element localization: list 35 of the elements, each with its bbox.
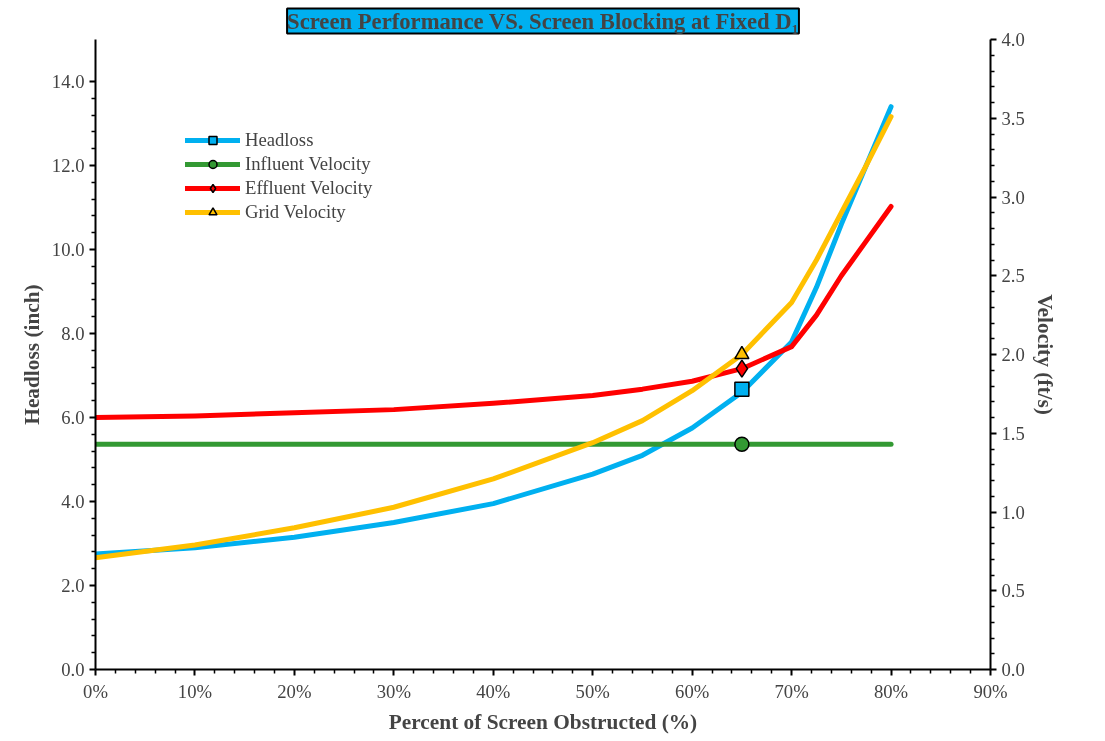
y-tick-label: 8.0 <box>61 323 85 344</box>
x-tick-label: 70% <box>774 680 809 702</box>
y-tick-label: 10.0 <box>51 239 85 260</box>
y2-tick-label: 3.0 <box>1001 186 1025 208</box>
y-tick-label: 0.0 <box>61 659 85 680</box>
x-tick-label: 40% <box>476 680 511 702</box>
y2-tick-label: 0.5 <box>1001 580 1025 602</box>
y-tick-label: 6.0 <box>61 407 85 428</box>
y2-tick-label: 1.5 <box>1001 422 1025 444</box>
x-tick-label: 0% <box>83 680 108 702</box>
y-tick-label: 14.0 <box>51 71 85 92</box>
y2-tick-label: 4.0 <box>1001 29 1025 50</box>
y-tick-label: 12.0 <box>51 155 85 176</box>
x-tick-label: 50% <box>575 680 610 702</box>
legend-label: Influent Velocity <box>245 153 371 175</box>
y2-tick-label: 0.0 <box>1001 659 1025 680</box>
y2-tick-label: 1.0 <box>1001 501 1025 523</box>
y-axis-title: Headloss (inch) <box>19 284 44 425</box>
y2-tick-label: 2.0 <box>1001 344 1025 365</box>
y2-tick-label: 3.5 <box>1001 107 1025 129</box>
y-tick-label: 2.0 <box>61 575 85 596</box>
x-tick-label: 20% <box>277 680 312 702</box>
y-tick-label: 4.0 <box>61 491 85 512</box>
y2-axis-title: Velocity (ft/s) <box>1032 294 1057 415</box>
y2-tick-label: 2.5 <box>1001 265 1025 287</box>
legend-label: Grid Velocity <box>245 201 346 223</box>
x-tick-label: 90% <box>973 680 1008 702</box>
x-tick-label: 60% <box>675 680 710 702</box>
x-tick-label: 10% <box>177 680 213 702</box>
chart-title: Screen Performance VS. Screen Blocking at Fixed D₁ <box>287 8 799 34</box>
x-tick-label: 80% <box>873 680 909 702</box>
legend-label: Headloss <box>245 129 314 151</box>
legend-label: Effluent Velocity <box>245 177 373 199</box>
x-tick-label: 30% <box>376 680 411 702</box>
x-axis-title: Percent of Screen Obstructed (%) <box>388 709 698 734</box>
